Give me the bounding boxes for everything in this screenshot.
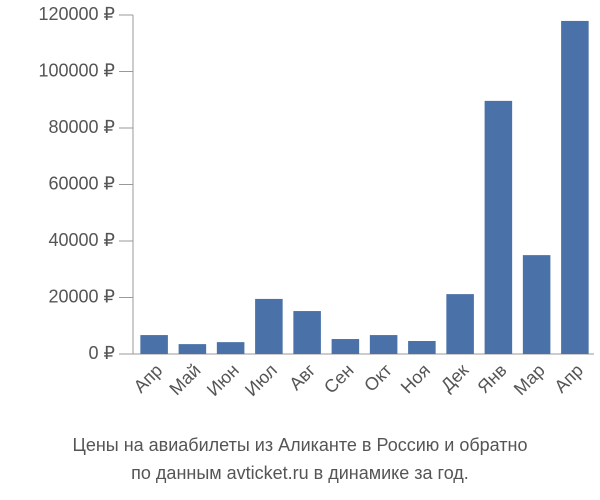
y-tick-label: 0 ₽ xyxy=(89,343,115,363)
chart-subtitle: по данным avticket.ru в динамике за год. xyxy=(131,463,469,483)
bar xyxy=(369,335,398,354)
y-tick-label: 120000 ₽ xyxy=(38,4,115,24)
bar xyxy=(255,298,283,354)
bar xyxy=(216,342,245,354)
x-tick-label: Янв xyxy=(473,360,510,397)
bar xyxy=(522,255,551,354)
bar xyxy=(331,339,360,354)
x-tick-label: Авг xyxy=(285,360,319,394)
x-tick-label: Ноя xyxy=(397,360,434,397)
x-tick-label: Апр xyxy=(130,360,167,397)
bar xyxy=(408,341,436,354)
y-tick-label: 20000 ₽ xyxy=(48,286,115,306)
bar xyxy=(561,20,589,355)
x-tick-label: Дек xyxy=(437,360,472,395)
x-tick-label: Май xyxy=(165,360,204,399)
x-tick-label: Сен xyxy=(320,360,357,397)
bar xyxy=(484,100,513,354)
y-tick-label: 100000 ₽ xyxy=(38,60,115,80)
bar xyxy=(446,294,474,354)
y-tick-label: 80000 ₽ xyxy=(48,117,115,137)
chart-title: Цены на авиабилеты из Аликанте в Россию … xyxy=(73,435,528,455)
bar xyxy=(178,344,207,354)
x-tick-label: Мар xyxy=(510,360,549,399)
y-tick-label: 60000 ₽ xyxy=(48,173,115,193)
x-tick-label: Июн xyxy=(203,360,243,400)
y-tick-label: 40000 ₽ xyxy=(48,230,115,250)
bar xyxy=(140,335,168,354)
x-tick-label: Июл xyxy=(241,360,281,400)
x-tick-label: Окт xyxy=(360,360,396,396)
x-tick-label: Апр xyxy=(550,360,587,397)
bar xyxy=(293,311,321,354)
